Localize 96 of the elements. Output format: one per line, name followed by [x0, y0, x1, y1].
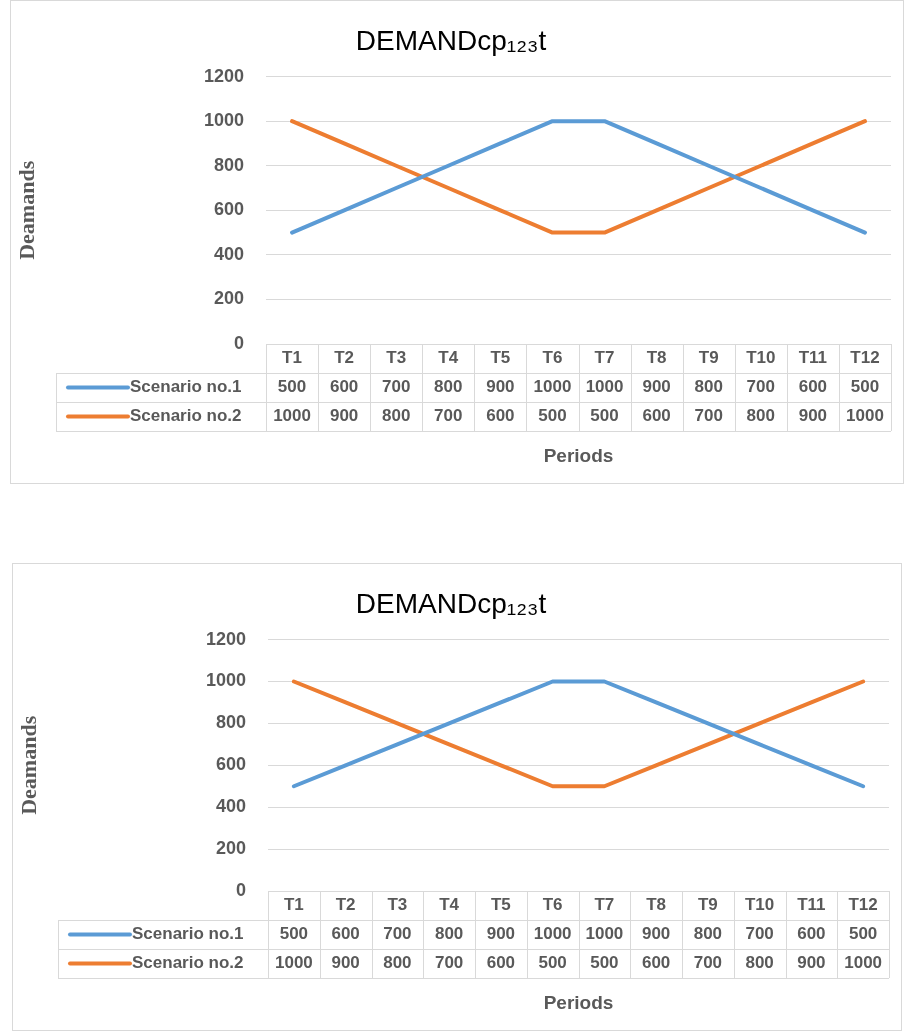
x-tick-label: T3 — [387, 895, 408, 915]
y-tick-label: 600 — [215, 754, 246, 775]
data-label: 1000 — [585, 377, 624, 397]
data-label: 1000 — [533, 924, 572, 944]
data-label: 500 — [848, 924, 878, 944]
data-label: 800 — [434, 377, 463, 397]
data-label: 600 — [642, 406, 671, 426]
data-label: 700 — [434, 953, 464, 973]
y-tick-label: 0 — [235, 879, 246, 900]
data-label: 600 — [797, 924, 826, 944]
y-tick-label: 800 — [215, 712, 246, 733]
data-label: 800 — [434, 924, 464, 944]
data-label: 1000 — [533, 377, 572, 397]
data-label: 1000 — [274, 953, 313, 973]
x-tick-label: T10 — [746, 348, 776, 368]
data-label: 900 — [486, 377, 515, 397]
data-label: 700 — [434, 406, 463, 426]
data-label: 900 — [331, 953, 360, 973]
data-label: 1000 — [846, 406, 884, 426]
x-axis-title: Periods — [543, 992, 614, 1014]
data-label: 900 — [642, 377, 671, 397]
data-label: 600 — [486, 953, 516, 973]
y-tick-label: 400 — [213, 243, 244, 264]
data-label: 700 — [745, 924, 774, 944]
legend-label: Scenario no.1 — [130, 377, 242, 397]
data-label: 600 — [641, 953, 671, 973]
data-label: 800 — [382, 406, 411, 426]
data-label: 700 — [694, 406, 723, 426]
x-tick-label: T4 — [438, 348, 459, 368]
data-label: 500 — [850, 377, 880, 397]
x-tick-label: T11 — [798, 348, 828, 368]
x-tick-label: T4 — [439, 895, 460, 915]
data-label: 1000 — [273, 406, 311, 426]
y-tick-label: 200 — [215, 838, 246, 859]
x-tick-label: T11 — [797, 895, 826, 915]
data-label: 600 — [329, 377, 359, 397]
data-label: 600 — [486, 406, 515, 426]
x-tick-label: T2 — [335, 895, 356, 915]
y-axis-title: Deamands — [15, 715, 41, 815]
y-tick-label: 1200 — [203, 65, 244, 86]
x-tick-label: T8 — [646, 348, 667, 368]
data-label: 500 — [590, 406, 619, 426]
data-label: 900 — [797, 953, 826, 973]
x-tick-label: T8 — [646, 895, 667, 915]
legend-label: Scenario no.2 — [132, 953, 244, 973]
data-label: 700 — [693, 953, 723, 973]
data-label: 500 — [590, 953, 619, 973]
y-tick-label: 1200 — [205, 628, 246, 649]
chart-title: DEMANDcp₁₂₃t — [355, 587, 547, 619]
x-tick-label: T9 — [697, 895, 718, 915]
x-axis-title: Periods — [543, 445, 614, 467]
y-tick-label: 200 — [213, 288, 244, 309]
data-label: 700 — [383, 924, 412, 944]
y-tick-label: 800 — [213, 154, 244, 175]
data-label: 800 — [694, 377, 723, 397]
x-tick-label: T1 — [282, 348, 302, 368]
data-label: 600 — [331, 924, 360, 944]
x-tick-label: T12 — [848, 895, 878, 915]
chart-title: DEMANDcp₁₂₃t — [355, 24, 547, 56]
data-label: 1000 — [585, 924, 624, 944]
data-label: 1000 — [844, 953, 883, 973]
data-label: 700 — [382, 377, 411, 397]
x-tick-label: T6 — [542, 895, 563, 915]
y-tick-label: 600 — [213, 199, 244, 220]
y-tick-label: 400 — [215, 796, 246, 817]
x-tick-label: T10 — [744, 895, 775, 915]
data-label: 500 — [277, 377, 307, 397]
data-label: 900 — [798, 406, 828, 426]
x-tick-label: T7 — [594, 348, 615, 368]
x-tick-label: T6 — [542, 348, 563, 368]
data-label: 900 — [486, 924, 516, 944]
x-tick-label: T3 — [386, 348, 407, 368]
x-tick-label: T2 — [334, 348, 355, 368]
x-tick-label: T9 — [698, 348, 719, 368]
data-label: 600 — [798, 377, 828, 397]
data-label: 800 — [383, 953, 412, 973]
y-tick-label: 0 — [233, 332, 244, 353]
x-tick-label: T5 — [490, 895, 511, 915]
x-tick-label: T1 — [283, 895, 304, 915]
data-label: 700 — [746, 377, 775, 397]
data-label: 800 — [693, 924, 723, 944]
y-axis-title: Deamands — [13, 160, 39, 260]
y-tick-label: 1000 — [205, 670, 246, 691]
x-tick-label: T5 — [490, 348, 511, 368]
y-tick-label: 1000 — [203, 110, 244, 131]
data-label: 500 — [538, 953, 567, 973]
data-label: 500 — [279, 924, 309, 944]
data-label: 900 — [329, 406, 359, 426]
data-label: 900 — [641, 924, 671, 944]
data-label: 800 — [746, 406, 775, 426]
x-tick-label: T7 — [594, 895, 615, 915]
legend-label: Scenario no.2 — [130, 406, 242, 426]
data-label: 800 — [745, 953, 774, 973]
x-tick-label: T12 — [850, 348, 880, 368]
legend-label: Scenario no.1 — [132, 924, 244, 944]
data-label: 500 — [538, 406, 567, 426]
